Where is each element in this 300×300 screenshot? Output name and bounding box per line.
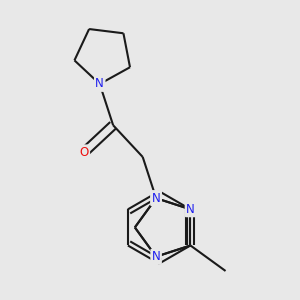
- Text: N: N: [186, 203, 195, 216]
- Text: O: O: [80, 146, 89, 159]
- Text: N: N: [152, 192, 161, 205]
- Text: N: N: [95, 77, 104, 91]
- Text: N: N: [152, 250, 161, 263]
- Text: N: N: [152, 192, 161, 205]
